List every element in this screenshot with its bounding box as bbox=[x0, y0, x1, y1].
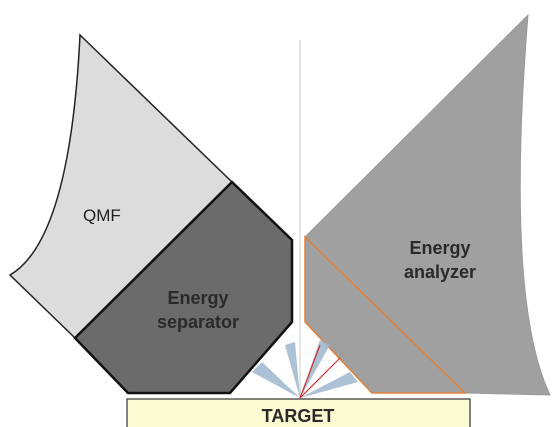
analyzer-inner bbox=[304, 235, 467, 394]
beam bbox=[285, 342, 300, 398]
separator-label: Energy bbox=[167, 288, 228, 308]
beam bbox=[300, 340, 330, 398]
beam-line bbox=[299, 357, 341, 399]
beam bbox=[252, 362, 300, 398]
beam-line bbox=[299, 344, 321, 399]
separator-label: separator bbox=[157, 312, 239, 332]
analyzer-label: Energy bbox=[409, 238, 470, 258]
analyzer-outer bbox=[304, 13, 551, 396]
separator-shape bbox=[73, 180, 294, 395]
target-box bbox=[126, 398, 471, 427]
beam bbox=[300, 372, 358, 398]
qmf-shape bbox=[8, 33, 234, 340]
qmf-label: QMF bbox=[83, 206, 121, 225]
analyzer-label: analyzer bbox=[404, 262, 476, 282]
target-label: TARGET bbox=[262, 406, 335, 426]
